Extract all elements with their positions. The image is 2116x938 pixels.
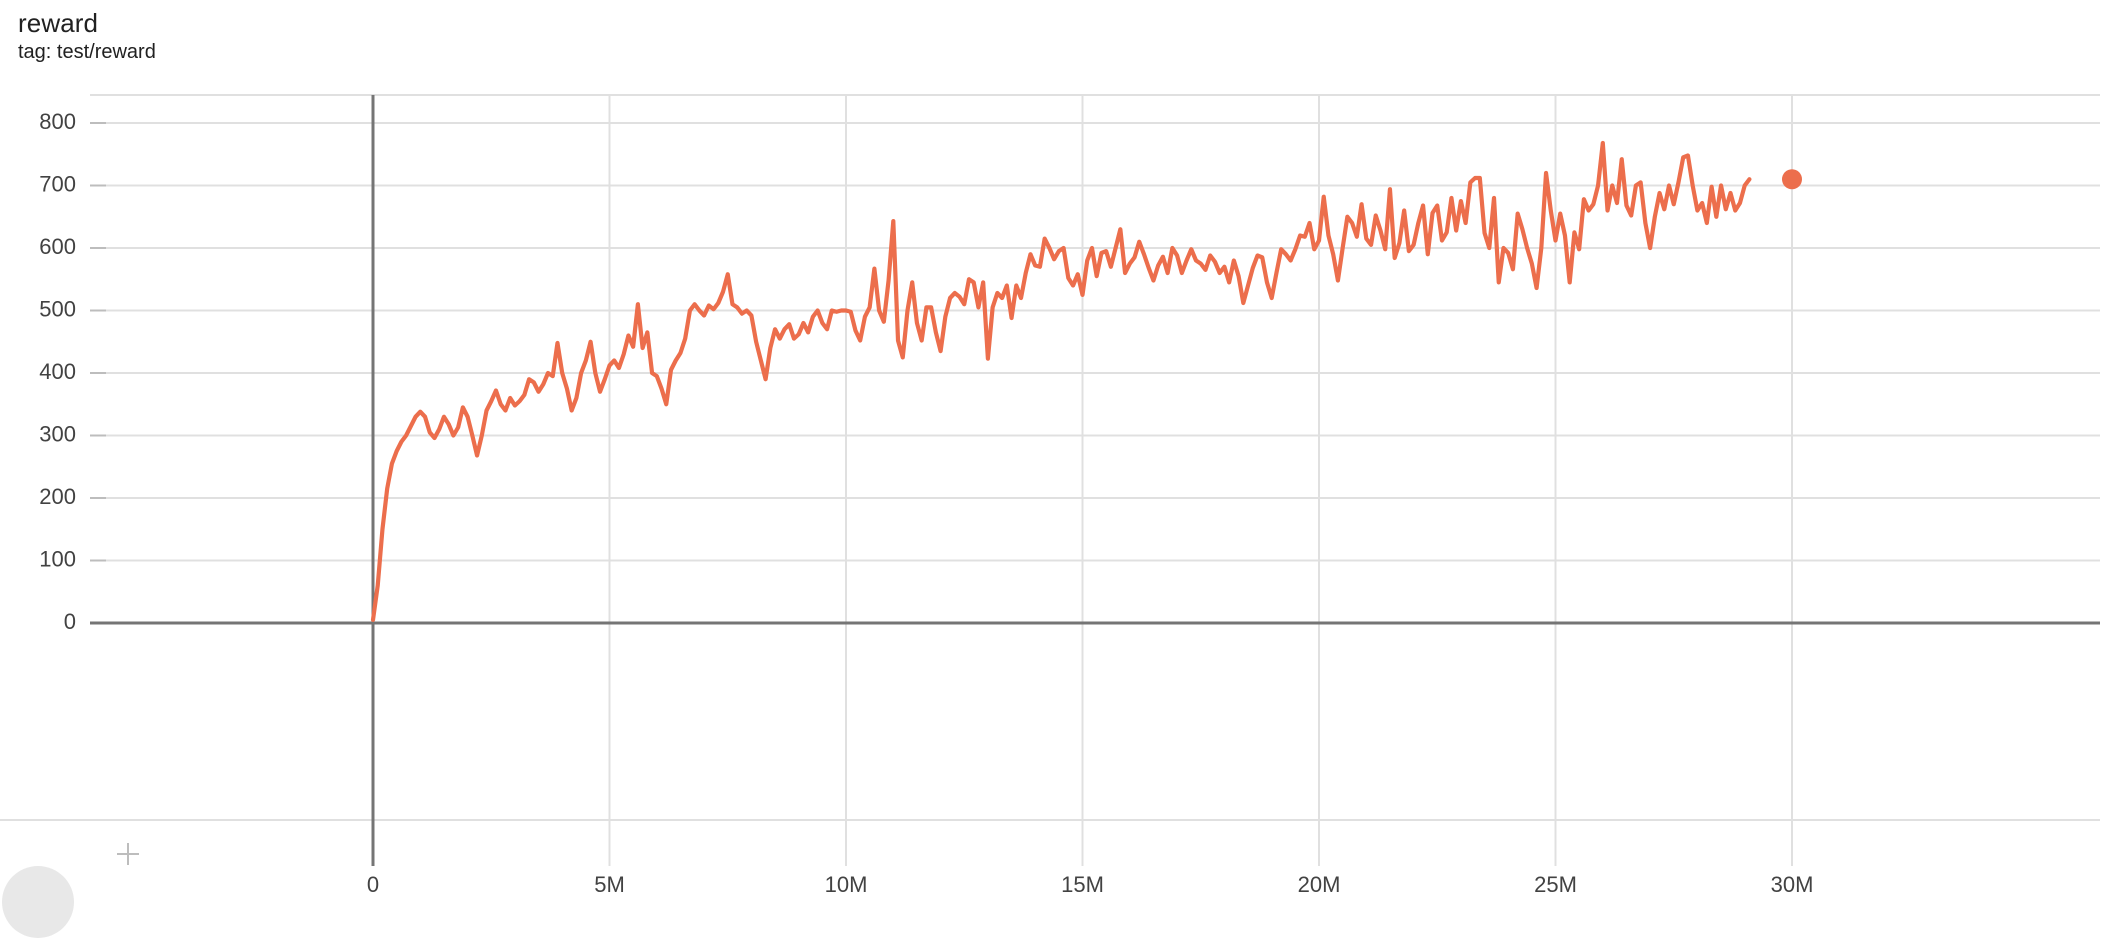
chart-tag-label: tag: test/reward	[18, 40, 156, 63]
reward-line-chart[interactable]: 0 100 200 300 400 500 600 700 800 0 5M 10M 15M 20M 25…	[0, 0, 2116, 904]
crosshair-icon	[117, 843, 139, 865]
tick-mark-layer	[90, 122, 106, 562]
end-marker-layer	[1782, 169, 1802, 190]
series-layer	[370, 140, 1752, 622]
y-tick-label: 800	[39, 109, 76, 134]
y-tick-label: 400	[39, 359, 76, 384]
x-tick-label: 20M	[1298, 872, 1341, 897]
x-tick-label: 30M	[1771, 872, 1814, 897]
latest-value-marker[interactable]	[1782, 169, 1802, 190]
y-tick-label: 300	[39, 421, 76, 446]
series-polyline	[370, 140, 1752, 622]
x-tick-label: 25M	[1534, 872, 1577, 897]
x-tick-label: 15M	[1061, 872, 1104, 897]
y-tick-label: 600	[39, 234, 76, 259]
y-tick-label: 0	[64, 609, 76, 634]
x-tick-label: 0	[367, 872, 379, 897]
page-title: reward	[18, 8, 99, 38]
y-tick-label: 200	[39, 484, 76, 509]
y-tick-label: 700	[39, 171, 76, 196]
y-axis-tick-labels: 0 100 200 300 400 500 600 700 800	[39, 109, 76, 634]
floating-action-button-arc[interactable]	[2, 866, 74, 938]
x-tick-label: 10M	[825, 872, 868, 897]
y-tick-label: 500	[39, 296, 76, 321]
x-axis-tick-labels: 0 5M 10M 15M 20M 25M 30M	[367, 872, 1814, 897]
axis-layer	[90, 95, 2100, 866]
chart-header: reward tag: test/reward	[18, 8, 156, 64]
y-tick-label: 100	[39, 546, 76, 571]
x-tick-label: 5M	[594, 872, 625, 897]
grid-layer	[0, 94, 2100, 866]
